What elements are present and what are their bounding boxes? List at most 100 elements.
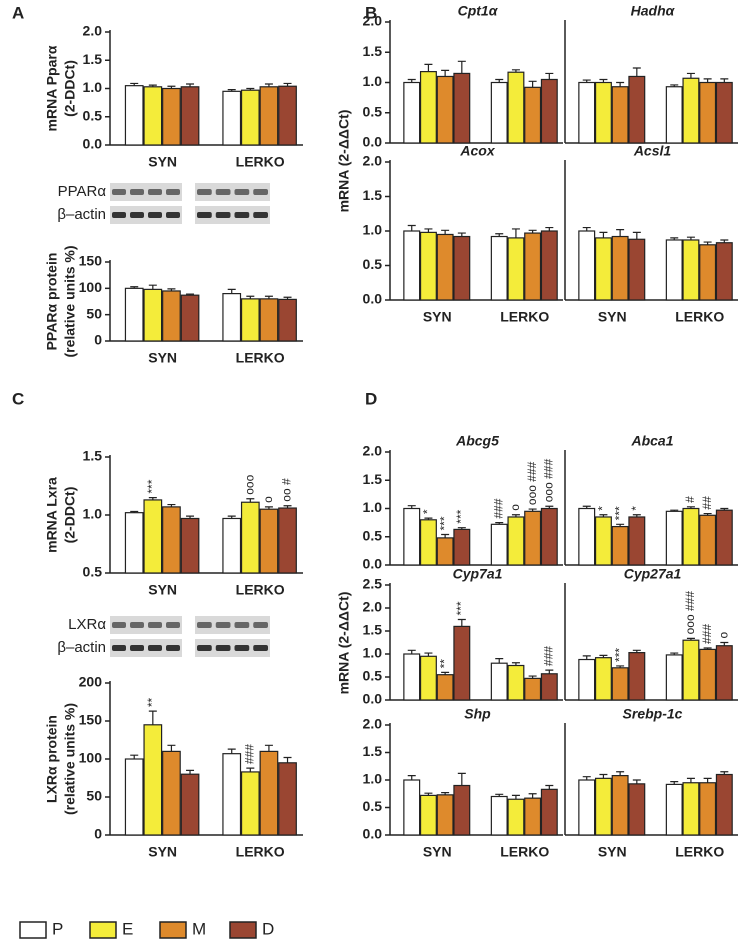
- y-tick-label: 0.0: [363, 556, 383, 572]
- bar: [682, 782, 700, 836]
- legend-label: M: [192, 919, 206, 938]
- bar: [507, 798, 525, 836]
- bar: [540, 230, 558, 301]
- error-bar: [528, 675, 537, 679]
- bar: [419, 231, 437, 301]
- bar: [162, 290, 181, 342]
- x-tick-label: LERKO: [500, 844, 549, 860]
- error-bar: [720, 78, 729, 83]
- blot-strip: [110, 616, 182, 634]
- bar: [403, 81, 421, 144]
- bar: [578, 230, 596, 301]
- bar: [507, 516, 525, 566]
- bar: [453, 784, 471, 836]
- bar: [180, 294, 200, 342]
- error-bar: [227, 288, 236, 294]
- chart-panel: D Abcg5 0.0 0.5 1.0 1.5 2.0 ### * o *** ooo ### *** o…: [363, 389, 563, 572]
- blot-band: [130, 189, 144, 195]
- bar: [259, 508, 279, 574]
- bar: [222, 90, 242, 146]
- bar: [403, 230, 421, 301]
- blot-band: [130, 622, 144, 628]
- chart-title: Cyp27a1: [624, 566, 682, 582]
- significance-label: oo #: [280, 478, 294, 502]
- bar: [278, 298, 297, 342]
- error-bar: [599, 231, 608, 238]
- chart-title: Acsl1: [633, 143, 672, 159]
- bar: [611, 667, 629, 701]
- chart-title: Srebp-1c: [623, 706, 683, 722]
- bar: [240, 501, 260, 574]
- significance-label: **: [145, 697, 159, 707]
- significance-label: #: [683, 496, 697, 503]
- error-bar: [632, 779, 641, 784]
- error-bar: [457, 618, 466, 627]
- bar: [611, 774, 629, 836]
- blot-band: [197, 622, 212, 628]
- error-bar: [495, 233, 504, 237]
- error-bar: [407, 78, 416, 83]
- bar: [453, 235, 471, 301]
- bar: [124, 85, 144, 146]
- error-bar: [424, 792, 433, 796]
- bar: [180, 773, 200, 836]
- significance-label: ***: [145, 479, 159, 493]
- error-bar: [130, 510, 139, 513]
- blot-label: β–actin: [57, 639, 106, 656]
- y-tick-label: 2.0: [363, 443, 383, 459]
- error-bar: [599, 78, 608, 83]
- chart-panel: PPARα protein (relative units %) 0 50 100 150…: [44, 183, 303, 366]
- chart-panel: Abca1 * # *** ## *: [564, 433, 738, 566]
- bar: [715, 81, 733, 144]
- y-tick-label: 150: [79, 712, 103, 728]
- error-bar: [227, 89, 236, 92]
- x-tick-label: LERKO: [236, 154, 285, 170]
- blot-band: [130, 645, 144, 651]
- panel-letter: D: [365, 389, 377, 408]
- blot-band: [112, 622, 126, 628]
- bar: [540, 78, 558, 144]
- bar: [611, 525, 629, 566]
- error-bar: [457, 232, 466, 237]
- blot-band: [215, 189, 231, 195]
- blot-band: [166, 212, 180, 218]
- blot-band: [215, 645, 231, 651]
- x-tick-label: SYN: [423, 844, 452, 860]
- error-bar: [130, 82, 139, 86]
- error-bar: [670, 84, 679, 87]
- error-bar: [407, 505, 416, 509]
- y-tick-label: 1.0: [363, 645, 383, 661]
- error-bar: [703, 777, 712, 783]
- chart-title: Hadhα: [631, 3, 676, 19]
- y-axis-label: LXRα protein: [44, 715, 60, 803]
- error-bar: [148, 284, 157, 290]
- error-bar: [703, 78, 712, 83]
- error-bar: [246, 498, 255, 503]
- blot-band: [112, 189, 126, 195]
- x-tick-label: LERKO: [236, 582, 285, 598]
- bar: [699, 648, 717, 701]
- bar: [665, 654, 683, 701]
- y-tick-label: 1.0: [363, 222, 383, 238]
- error-bar: [582, 776, 591, 780]
- error-bar: [148, 497, 157, 500]
- x-tick-label: SYN: [598, 844, 627, 860]
- significance-label: o: [508, 504, 522, 511]
- y-tick-label: 0.0: [363, 134, 383, 150]
- chart-title: Shp: [464, 706, 491, 722]
- error-bar: [264, 295, 273, 299]
- bar: [222, 293, 242, 342]
- error-bar: [264, 744, 273, 752]
- y-tick-label: 1.0: [83, 79, 103, 95]
- bar: [222, 517, 242, 574]
- bar: [419, 519, 437, 566]
- error-bar: [246, 87, 255, 91]
- error-bar: [703, 241, 712, 245]
- y-tick-label: 0.5: [363, 798, 383, 814]
- bar: [578, 658, 596, 701]
- bar: [628, 516, 646, 566]
- error-bar: [167, 288, 176, 291]
- bar: [278, 762, 297, 836]
- bar: [611, 235, 629, 301]
- bar: [143, 724, 163, 836]
